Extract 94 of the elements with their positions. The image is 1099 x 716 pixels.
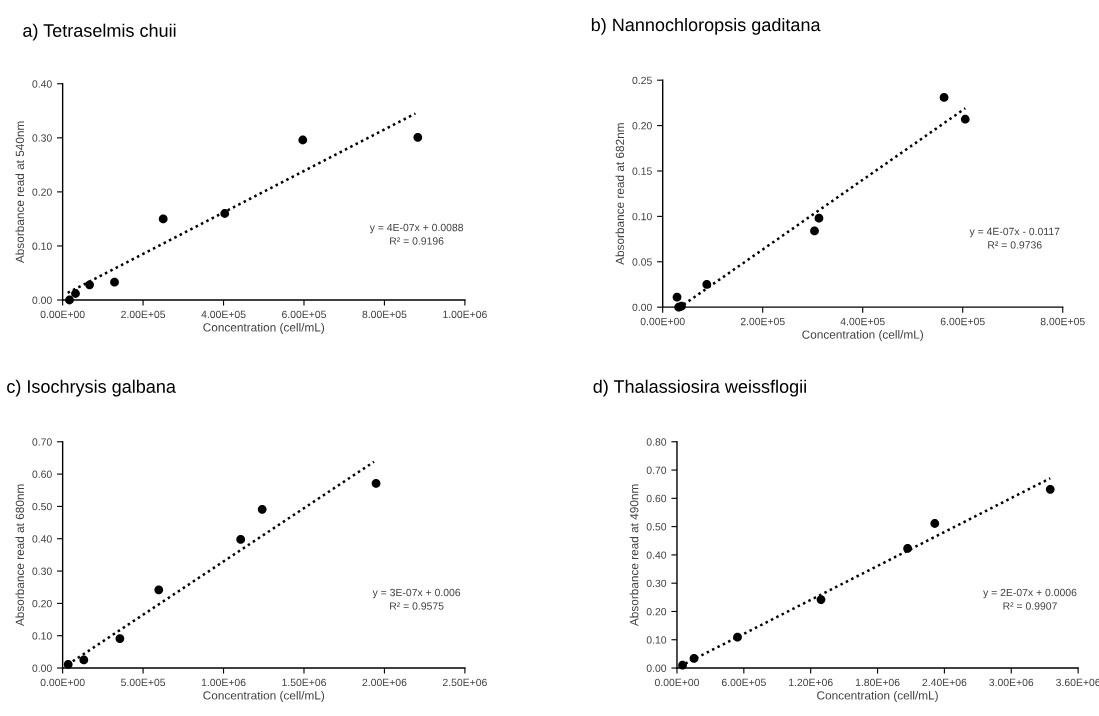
x-tick-label: 0.00E+00: [640, 317, 685, 326]
y-tick-label: 0.70: [646, 466, 667, 474]
y-tick-label: 0.20: [32, 188, 52, 196]
x-tick-label: 8.00E+05: [1040, 317, 1085, 326]
y-tick-label: 0.10: [32, 632, 52, 640]
x-tick-label: 1.00E+06: [443, 310, 487, 319]
x-tick-label: 6.00E+05: [940, 317, 985, 326]
point: [816, 595, 826, 604]
x-tick-label: 8.00E+05: [362, 310, 407, 319]
y-tick-label: 0.25: [632, 76, 652, 85]
y-tick-label: 0.00: [632, 303, 652, 312]
point: [110, 277, 119, 287]
point: [810, 226, 819, 236]
y-tick-label: 0.15: [632, 167, 652, 175]
y-tick-label: 0.00: [32, 296, 52, 304]
point: [220, 209, 230, 218]
point: [678, 660, 687, 670]
y-axis-title: Absorbance read at 490nm: [629, 484, 639, 627]
point: [257, 504, 267, 514]
point: [154, 585, 164, 595]
x-tick-label: 2.50E+06: [442, 678, 487, 687]
x-tick-label: 4.00E+05: [840, 317, 885, 326]
y-tick-label: 0.00: [32, 664, 52, 672]
y-tick-label: 0.10: [646, 636, 667, 644]
x-tick-label: 4.00E+05: [201, 310, 246, 319]
x-tick-label: 1.00E+06: [201, 678, 246, 687]
point: [63, 660, 73, 669]
y-tick-label: 0.50: [646, 523, 667, 531]
point: [814, 213, 824, 223]
y-tick-label: 0.40: [646, 551, 667, 559]
y-tick-label: 0.40: [32, 80, 52, 88]
chart-title: a) Tetraselmis chuii: [23, 23, 176, 41]
y-tick-label: 0.30: [646, 579, 667, 588]
annotation: y = 4E-07x + 0.0088 R² = 0.9196: [369, 223, 464, 245]
y-tick-label: 0.00: [646, 664, 667, 672]
x-tick-label: 2.00E+05: [121, 310, 166, 319]
x-tick-label: 6.00E+05: [282, 310, 326, 319]
y-axis-title: Absorbance read at 682nm: [615, 123, 625, 265]
x-tick-label: 0.00E+00: [654, 678, 700, 687]
point: [71, 289, 80, 298]
x-tick-label: 0.00E+00: [40, 310, 85, 319]
annotation: y = 3E-07x + 0.006 R² = 0.9575: [372, 588, 461, 610]
point: [158, 214, 168, 224]
point: [115, 634, 125, 644]
y-axis-title: Absorbance read at 540nm: [15, 121, 25, 264]
point: [960, 114, 970, 124]
chart-title: b) Nannochloropsis gaditana: [591, 17, 821, 35]
point: [930, 519, 940, 528]
point: [689, 654, 699, 663]
x-axis-title: Concentration (cell/mL): [817, 690, 938, 702]
x-tick-label: 2.00E+05: [740, 317, 785, 326]
y-tick-label: 0.05: [632, 258, 652, 266]
annotation: y = 2E-07x + 0.0006 R² = 0.9907: [983, 588, 1077, 610]
x-axis-title: Concentration (cell/mL): [203, 322, 325, 334]
point: [79, 655, 89, 665]
annotation: y = 4E-07x - 0.0117 R² = 0.9736: [969, 227, 1060, 249]
y-tick-label: 0.10: [32, 242, 52, 250]
point: [1045, 484, 1055, 494]
y-tick-label: 0.30: [32, 134, 52, 142]
x-axis-title: Concentration (cell/mL): [802, 330, 924, 342]
x-tick-label: 2.00E+06: [362, 678, 407, 687]
y-tick-label: 0.60: [32, 470, 52, 478]
x-tick-label: 1.50E+06: [282, 678, 326, 687]
point: [903, 544, 913, 553]
y-tick-label: 0.30: [32, 567, 52, 575]
chart-title: c) Isochrysis galbana: [7, 379, 176, 397]
y-tick-label: 0.40: [32, 535, 52, 543]
x-tick-label: 6.00E+05: [721, 678, 766, 687]
y-tick-label: 0.80: [646, 438, 667, 446]
y-tick-label: 0.60: [646, 494, 667, 503]
y-tick-label: 0.10: [632, 212, 652, 221]
point: [939, 93, 949, 102]
y-tick-label: 0.20: [32, 599, 52, 608]
x-tick-label: 3.00E+06: [989, 678, 1034, 687]
point: [85, 280, 94, 290]
point: [672, 292, 682, 302]
point: [236, 534, 246, 544]
x-axis-title: Concentration (cell/mL): [203, 690, 325, 702]
point: [413, 132, 423, 142]
y-axis-title: Absorbance read at 680nm: [15, 484, 25, 627]
x-tick-label: 1.20E+06: [789, 678, 833, 687]
point: [733, 632, 742, 642]
point: [298, 135, 308, 145]
x-tick-label: 2.40E+06: [922, 678, 967, 687]
y-tick-label: 0.50: [32, 502, 52, 511]
y-tick-label: 0.20: [646, 607, 667, 616]
x-tick-label: 5.00E+05: [121, 678, 166, 687]
x-tick-label: 0.00E+00: [40, 678, 85, 687]
point: [371, 479, 381, 488]
chart-title: d) Thalassiosira weissflogii: [593, 379, 806, 397]
y-tick-label: 0.20: [632, 122, 652, 130]
x-tick-label: 1.80E+06: [855, 678, 900, 687]
y-tick-label: 0.70: [32, 438, 52, 446]
point: [702, 280, 712, 289]
